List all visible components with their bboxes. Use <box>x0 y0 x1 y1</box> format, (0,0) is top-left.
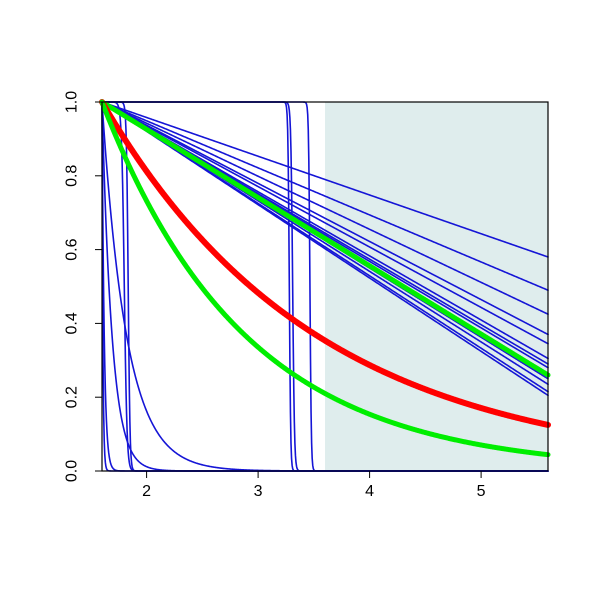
y-tick-label: 0.2 <box>64 386 81 408</box>
x-tick-label: 2 <box>142 483 151 500</box>
y-tick-label: 1.0 <box>64 91 81 113</box>
series-line-4 <box>101 101 549 336</box>
series-line-23 <box>99 99 551 428</box>
y-tick-label: 0.0 <box>64 460 81 482</box>
y-tick-label: 0.8 <box>64 165 81 187</box>
x-tick-label: 3 <box>254 483 263 500</box>
y-tick-label: 0.4 <box>64 312 81 334</box>
y-tick-label: 0.6 <box>64 238 81 260</box>
series-line-1 <box>101 101 549 258</box>
x-tick-label: 4 <box>365 483 374 500</box>
series-line-3 <box>101 101 549 315</box>
series-line-24 <box>99 99 551 458</box>
series-line-22 <box>99 99 551 378</box>
series-line-5 <box>101 101 549 345</box>
x-axis: 2 3 4 5 <box>142 471 486 500</box>
y-axis: 0.0 0.2 0.4 0.6 0.8 1.0 <box>64 91 102 482</box>
x-tick-label: 5 <box>477 483 486 500</box>
plot-border <box>101 101 549 472</box>
series-line-12 <box>101 101 549 397</box>
series-line-2 <box>101 101 549 291</box>
